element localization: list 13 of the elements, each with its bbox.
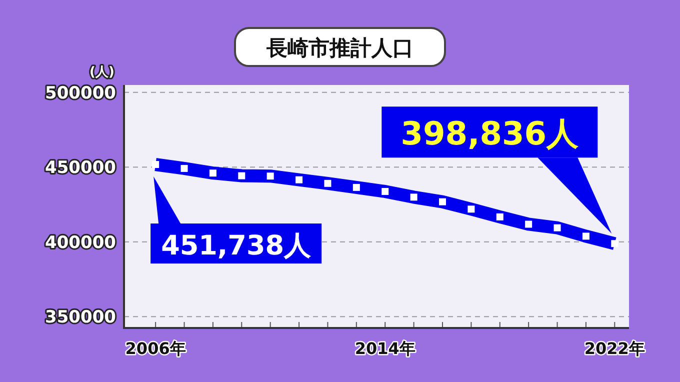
annotation: 398,836人 <box>400 114 580 153</box>
callout: 398,836人 <box>382 106 612 234</box>
y-tick-label: 500000 <box>45 83 116 104</box>
x-tick-label: 2022年 <box>584 339 645 358</box>
y-tick-label: 350000 <box>45 308 116 328</box>
y-tick-label: 450000 <box>45 158 116 178</box>
y-axis-title: (人) <box>90 65 114 80</box>
callout: 451,738人 <box>150 176 322 264</box>
x-tick-label: 2006年 <box>125 339 186 358</box>
chart-title: 長崎市推計人口 <box>266 36 414 60</box>
y-tick-label: 400000 <box>45 232 116 253</box>
x-tick-label: 2014年 <box>354 339 416 358</box>
annotation: 451,738人 <box>161 230 312 262</box>
